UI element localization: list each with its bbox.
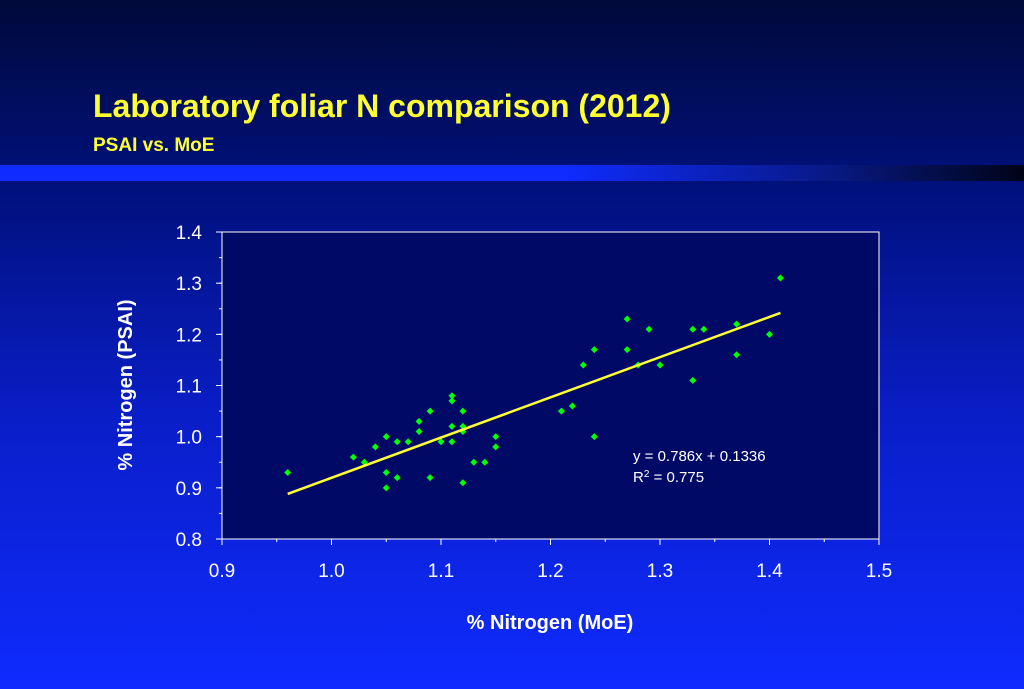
y-tick-label: 1.0	[176, 428, 202, 449]
data-point	[382, 468, 390, 476]
data-point	[492, 443, 500, 451]
data-point	[733, 351, 741, 359]
data-point	[448, 438, 456, 446]
data-point	[656, 361, 664, 369]
data-point	[645, 325, 653, 333]
data-point	[404, 438, 412, 446]
data-point	[590, 433, 598, 441]
data-point	[776, 274, 784, 282]
decorative-band	[0, 165, 1024, 181]
data-point	[568, 402, 576, 410]
data-point	[470, 458, 478, 466]
x-tick-label: 1.2	[537, 561, 563, 582]
data-point	[557, 407, 565, 415]
data-point	[448, 392, 456, 400]
data-point	[700, 325, 708, 333]
trendline-equation: y = 0.786x + 0.1336	[633, 448, 766, 465]
data-point	[284, 468, 292, 476]
data-point	[393, 474, 401, 482]
y-tick-label: 0.8	[176, 530, 202, 551]
data-point	[382, 433, 390, 441]
data-point	[689, 376, 697, 384]
data-point	[579, 361, 587, 369]
data-point	[349, 453, 357, 461]
y-tick-label: 0.9	[176, 479, 202, 500]
x-axis-title: % Nitrogen (MoE)	[467, 612, 634, 634]
data-point	[459, 479, 467, 487]
x-tick-label: 1.0	[318, 561, 344, 582]
data-point	[766, 330, 773, 338]
x-tick-label: 1.1	[428, 561, 454, 582]
page-title: Laboratory foliar N comparison (2012)	[93, 88, 671, 124]
axis-tick-labels: 0.9 1.0 1.1 1.2 1.3 1.4 1.5 0.8 0.9 1.0 1.1 1.2 1.3 1…	[176, 223, 893, 582]
plot-area	[221, 231, 880, 540]
data-point	[437, 438, 445, 446]
page-subtitle: PSAI vs. MoE	[93, 135, 215, 156]
data-point	[481, 458, 489, 466]
data-point	[415, 417, 423, 425]
data-point	[623, 346, 631, 354]
data-point	[492, 433, 500, 441]
x-tick-label: 1.5	[866, 561, 892, 582]
x-tick-label: 0.9	[209, 561, 235, 582]
y-tick-label: 1.3	[176, 274, 202, 295]
r-squared-label: R2 = 0.775	[633, 469, 704, 486]
data-point	[426, 474, 434, 482]
data-point	[623, 315, 631, 323]
axis-ticks	[216, 231, 880, 545]
data-point	[733, 320, 741, 328]
y-tick-label: 1.2	[176, 325, 202, 346]
x-tick-label: 1.3	[647, 561, 673, 582]
data-point	[590, 346, 598, 354]
data-point	[382, 484, 390, 492]
data-point	[448, 422, 456, 430]
x-tick-label: 1.4	[756, 561, 783, 582]
data-point	[448, 397, 456, 405]
data-point	[689, 325, 697, 333]
data-point	[393, 438, 401, 446]
data-point	[426, 407, 434, 415]
data-points	[284, 274, 784, 492]
data-point	[459, 407, 467, 415]
y-tick-label: 1.1	[176, 377, 202, 398]
trendline	[287, 311, 781, 496]
data-point	[371, 443, 379, 451]
y-tick-label: 1.4	[176, 223, 203, 244]
y-axis-title: % Nitrogen (PSAI)	[115, 299, 137, 470]
data-point	[415, 428, 423, 436]
